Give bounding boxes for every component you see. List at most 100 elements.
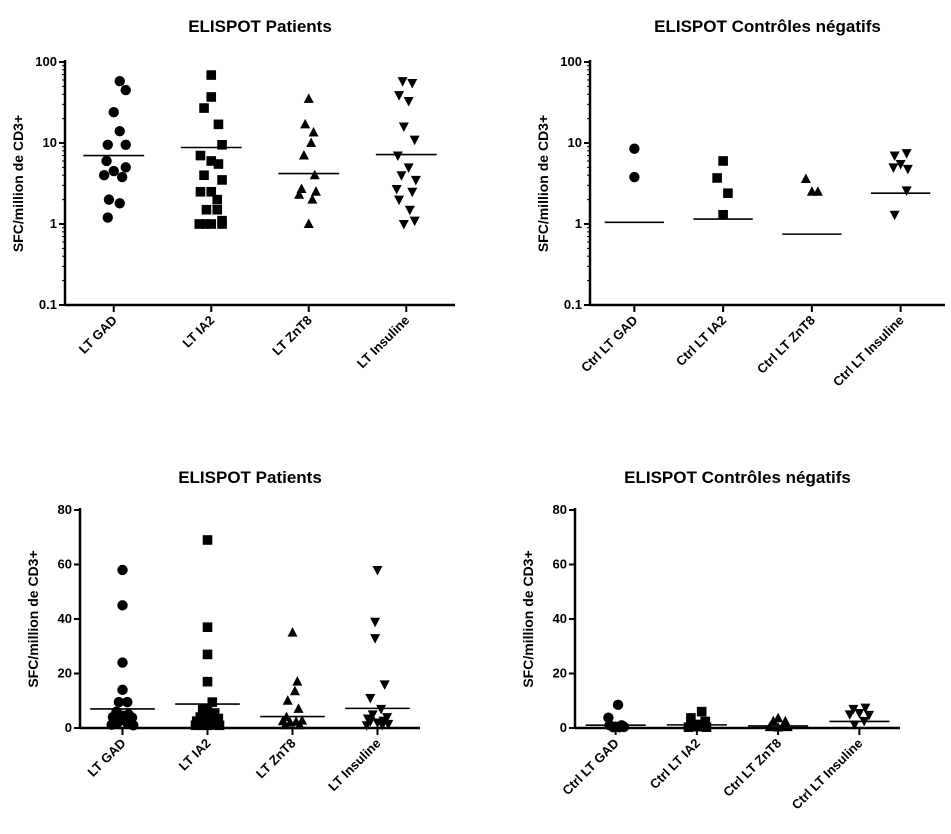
data-point [217,175,227,185]
y-tick-label: 80 [553,502,567,517]
y-tick-label: 1 [50,216,57,231]
data-point [114,75,125,87]
data-point [629,143,640,154]
data-point [863,710,874,721]
x-tick-label: LT ZnT8 [269,313,315,359]
y-tick-label: 100 [560,54,582,69]
y-tick-label: 0.1 [39,297,57,312]
series-1 [603,699,630,733]
data-point [723,188,733,199]
data-point [280,719,291,730]
data-point [848,704,859,715]
y-tick-label: 0 [560,720,567,735]
data-point [307,194,318,204]
series-2 [712,156,733,220]
data-point [292,676,303,686]
y-tick-label: 0 [65,720,72,735]
data-point [712,173,722,183]
data-point [397,77,408,87]
series-4 [888,149,913,221]
data-point [209,708,220,718]
data-point [718,156,728,166]
data-point [365,694,376,704]
x-tick-label: LT GAD [84,736,128,780]
data-point [122,696,133,708]
data-point [202,622,213,632]
data-point [800,173,811,183]
series-2 [194,70,227,229]
data-point [308,126,319,137]
data-point [120,162,131,173]
data-point [120,84,131,96]
x-tick-label: Ctrl LT IA2 [647,736,703,792]
data-point [603,712,614,723]
data-point [199,170,209,181]
chart-patients-log: ELISPOT Patients SFC/million de CD3+ 0.1 1 1… [0,0,460,440]
data-point [370,617,381,628]
data-point [370,634,381,644]
y-tick-label: 0.1 [564,297,582,312]
data-point [120,139,131,151]
chart-controls-log: ELISPOT Contrôles négatifs SFC/million de… [490,0,950,440]
data-point [695,721,706,732]
data-point [310,186,321,196]
data-point [103,194,115,205]
data-point [688,721,699,732]
data-point [902,164,913,175]
data-point [683,722,694,732]
data-point [195,150,206,161]
series-1 [106,564,139,731]
data-point [202,676,213,687]
x-tick-label: Ctrl LT Insuline [789,736,866,813]
series-2 [683,706,712,732]
data-point [377,721,388,731]
data-point [194,219,205,229]
y-axis-label: SFC/million de CD3+ [25,550,41,687]
y-tick-label: 20 [58,666,72,681]
chart-title: ELISPOT Patients [188,17,332,36]
data-point [361,721,372,731]
data-point [128,720,139,731]
data-point [306,137,317,147]
data-point [612,699,624,711]
data-point [394,195,405,206]
y-tick-label: 100 [35,54,57,69]
data-point [812,186,823,196]
data-point [618,721,630,733]
data-point [212,204,223,215]
data-point [379,680,390,690]
series-3 [800,173,823,196]
x-tick-label: LT ZnT8 [253,736,299,782]
data-point [407,79,418,89]
data-point [102,212,113,223]
x-tick-label: Ctrl LT ZnT8 [754,313,818,377]
data-point [889,151,900,162]
data-point [398,122,409,132]
data-point [116,171,128,183]
y-tick-label: 10 [568,135,582,150]
data-point [202,649,213,660]
data-point [901,186,912,196]
y-tick-label: 20 [553,666,567,681]
data-point [392,151,403,162]
data-point [117,684,128,696]
data-point [201,204,212,215]
data-point [293,703,304,713]
x-tick-label: LT Insuline [325,736,383,794]
data-point [404,205,415,216]
data-point [860,703,871,714]
data-point [195,186,206,197]
y-axis-label: SFC/million de CD3+ [535,115,551,252]
x-tick-label: Ctrl LT GAD [559,736,622,799]
series-1 [98,75,131,223]
data-point [394,91,405,101]
data-point [696,706,707,717]
data-point [114,125,125,137]
data-point [686,713,696,723]
x-tick-label: LT IA2 [179,313,217,351]
y-tick-label: 80 [58,502,72,517]
data-point [294,189,305,199]
y-tick-label: 1 [575,216,582,231]
data-point [117,564,128,576]
data-point [108,165,119,177]
